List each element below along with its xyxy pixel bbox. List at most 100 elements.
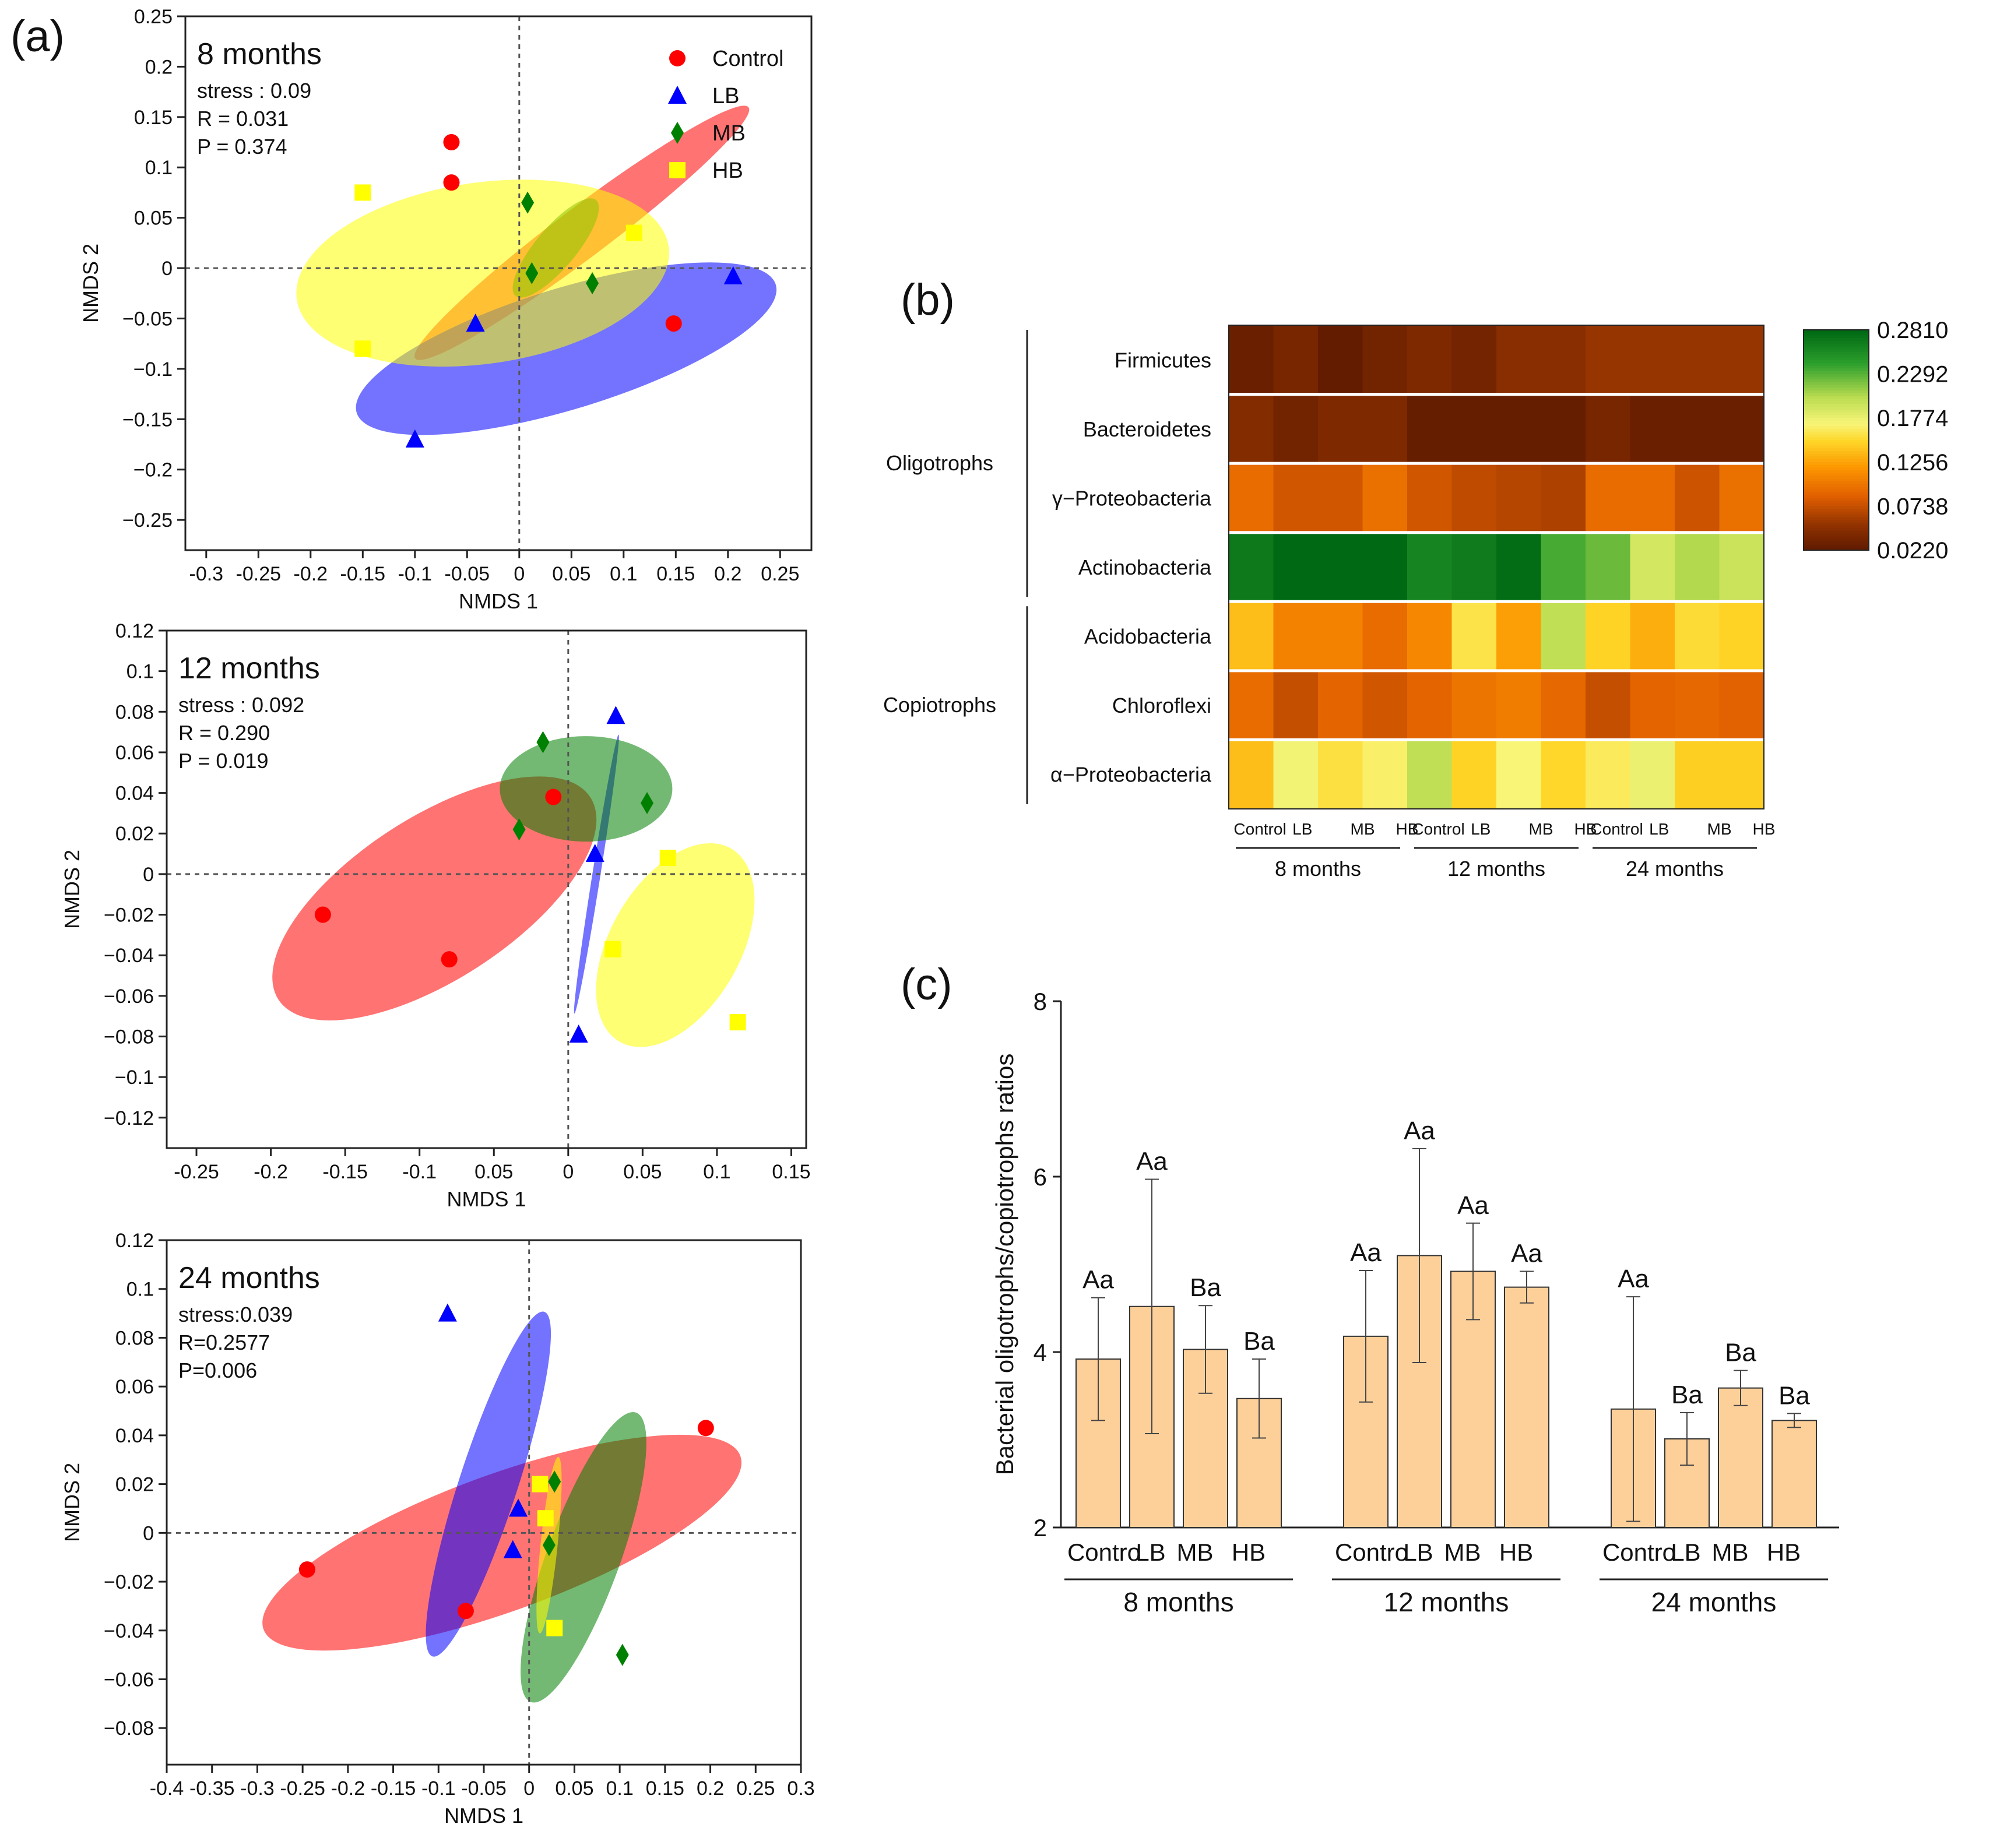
- colorbar-step: [1804, 354, 1869, 358]
- x-tick-label: 0: [563, 1161, 574, 1183]
- stat-line: stress : 0.092: [178, 693, 304, 717]
- heatmap-cell: [1586, 463, 1630, 533]
- heatmap-cell: [1541, 740, 1586, 809]
- point-mb: [586, 272, 599, 294]
- colorbar-step: [1804, 448, 1869, 452]
- heatmap-cell: [1586, 670, 1630, 740]
- point-lb: [585, 844, 604, 863]
- colorbar-frame: [1803, 329, 1869, 551]
- significance-label: Aa: [1511, 1240, 1542, 1268]
- column-label: MB: [1529, 820, 1553, 838]
- point-hb: [625, 224, 642, 241]
- heatmap-cell: [1362, 394, 1408, 464]
- colorbar-tick-label: 0.2292: [1877, 362, 1948, 388]
- colorbar-step: [1804, 459, 1869, 463]
- colorbar-step: [1804, 401, 1869, 405]
- point-mb: [525, 262, 539, 284]
- group-label: Copiotrophs: [883, 693, 996, 717]
- heatmap-cell: [1719, 394, 1764, 464]
- category-label: Contro: [1335, 1539, 1408, 1566]
- legend-label-control: Control: [712, 47, 784, 71]
- x-tick-label: 0.1: [606, 1777, 634, 1800]
- column-label: HB: [1753, 820, 1776, 838]
- y-tick-label: 0.08: [115, 701, 154, 723]
- colorbar-step: [1804, 520, 1869, 523]
- x-tick-label: -0.1: [402, 1161, 437, 1183]
- point-hb: [659, 850, 676, 867]
- heatmap-cell: [1496, 601, 1541, 671]
- y-tick-label: 0.04: [115, 1425, 154, 1447]
- stat-line: R = 0.290: [178, 721, 270, 745]
- heatmap-cell: [1407, 740, 1452, 809]
- row-label: γ−Proteobacteria: [1052, 486, 1212, 510]
- heatmap-cell: [1362, 325, 1408, 395]
- heatmap-cell: [1586, 325, 1630, 395]
- colorbar-step: [1804, 476, 1869, 479]
- heatmap-cell: [1719, 463, 1764, 533]
- significance-label: Aa: [1350, 1238, 1382, 1267]
- row-label: Firmicutes: [1115, 348, 1211, 372]
- x-tick-label: 0.25: [736, 1777, 775, 1800]
- point-control: [443, 174, 460, 191]
- category-label: LB: [1136, 1539, 1165, 1566]
- heatmap-cell: [1407, 532, 1452, 602]
- colorbar-step: [1804, 399, 1869, 402]
- heatmap-cell: [1229, 532, 1274, 602]
- colorbar-step: [1804, 506, 1869, 509]
- point-hb: [354, 184, 371, 201]
- significance-label: Aa: [1136, 1147, 1168, 1176]
- point-control: [665, 315, 682, 332]
- category-label: HB: [1499, 1539, 1533, 1566]
- heatmap-cell: [1451, 394, 1497, 464]
- colorbar-step: [1804, 514, 1869, 518]
- heatmap-cell: [1407, 670, 1452, 740]
- heatmap-cell: [1273, 532, 1319, 602]
- y-tick-label: 2: [1034, 1514, 1047, 1541]
- colorbar-step: [1804, 462, 1869, 466]
- colorbar-step: [1804, 495, 1869, 498]
- y-tick-label: −0.06: [104, 1669, 154, 1691]
- heatmap-cell: [1630, 463, 1675, 533]
- point-mb: [616, 1643, 629, 1666]
- x-tick-label: -0.25: [280, 1777, 325, 1800]
- y-tick-label: 0.02: [115, 1474, 154, 1496]
- panel-a-label: (a): [10, 12, 65, 61]
- stat-line: R=0.2577: [178, 1330, 270, 1354]
- heatmap-cell: [1541, 670, 1586, 740]
- colorbar-tick-label: 0.0738: [1877, 494, 1948, 519]
- point-control: [314, 906, 331, 923]
- legend-marker-control: [669, 50, 686, 66]
- colorbar-step: [1804, 351, 1869, 355]
- y-axis-label: NMDS 2: [79, 244, 103, 323]
- heatmap-cell: [1675, 601, 1720, 671]
- heatmap-cell: [1229, 740, 1274, 809]
- stat-line: P = 0.019: [178, 749, 268, 773]
- row-label: Chloroflexi: [1112, 694, 1211, 717]
- colorbar-step: [1804, 517, 1869, 520]
- column-group-label: 8 months: [1275, 857, 1361, 881]
- heatmap-cell: [1318, 394, 1363, 464]
- y-tick-label: 4: [1034, 1339, 1047, 1366]
- bar-panel: 2 4 6 8 Bacterial oligotrophs/copiotrophs ra…: [991, 988, 1839, 1617]
- colorbar-step: [1804, 528, 1869, 531]
- heatmap-cell: [1675, 394, 1720, 464]
- y-tick-label: 0.04: [115, 783, 154, 805]
- x-tick-label: -0.1: [421, 1777, 456, 1800]
- heatmap-cell: [1451, 601, 1497, 671]
- point-control: [697, 1420, 714, 1437]
- bar: [1236, 1398, 1282, 1528]
- x-tick-label: 0.05: [555, 1777, 593, 1800]
- colorbar-step: [1804, 490, 1869, 493]
- colorbar-step: [1804, 379, 1869, 383]
- colorbar-step: [1804, 412, 1869, 416]
- colorbar-step: [1804, 388, 1869, 391]
- x-tick-label: -0.15: [371, 1777, 416, 1800]
- y-tick-label: 0.2: [145, 56, 173, 78]
- x-tick-label: 0: [514, 563, 525, 585]
- y-tick-label: 0.1: [145, 157, 173, 179]
- heatmap-cell: [1496, 740, 1541, 809]
- heatmap-cell: [1273, 463, 1319, 533]
- x-tick-label: -0.2: [254, 1161, 288, 1183]
- point-hb: [546, 1620, 563, 1636]
